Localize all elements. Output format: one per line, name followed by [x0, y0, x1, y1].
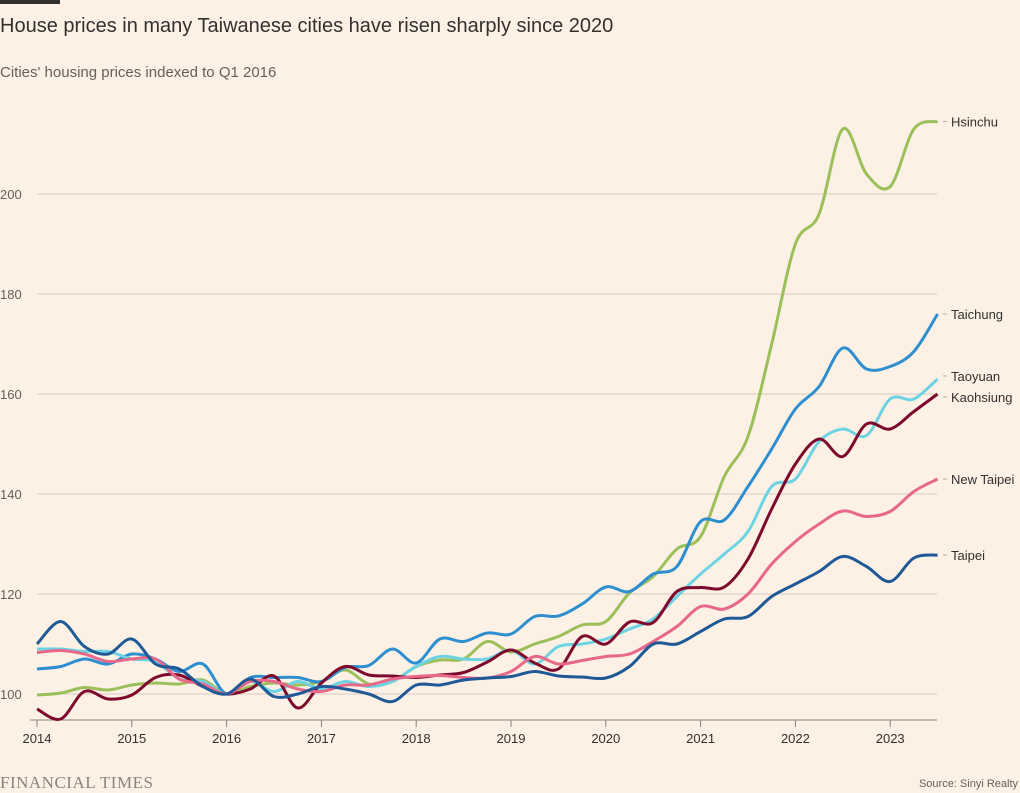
series-label: Kaohsiung: [951, 390, 1012, 405]
series-label: Taipei: [951, 548, 985, 563]
series-line-taipei: [35, 553, 938, 704]
y-tick-label: 140: [0, 487, 22, 502]
ft-top-bar: [0, 0, 60, 4]
source-note: Source: Sinyi Realty: [918, 778, 1018, 790]
series-line-taichung: [36, 313, 939, 696]
y-tick-label: 160: [0, 387, 22, 402]
chart-subtitle: Cities' housing prices indexed to Q1 201…: [0, 64, 277, 81]
series-label: Taoyuan: [951, 369, 1000, 384]
chart-title: House prices in many Taiwanese cities ha…: [0, 15, 614, 37]
x-tick-label: 2021: [686, 731, 715, 746]
series-label: Taichung: [951, 307, 1003, 322]
y-tick-label: 100: [0, 687, 22, 702]
x-tick-label: 2018: [402, 731, 431, 746]
y-tick-label: 120: [0, 587, 22, 602]
x-tick-label: 2015: [117, 731, 146, 746]
series-label: Hsinchu: [951, 115, 998, 130]
y-tick-label: 200: [0, 187, 22, 202]
x-tick-label: 2022: [781, 731, 810, 746]
x-tick-label: 2023: [876, 731, 905, 746]
x-tick-label: 2019: [497, 731, 526, 746]
ft-logo: FINANCIAL TIMES: [0, 773, 154, 792]
y-tick-label: 180: [0, 287, 22, 302]
series-label: New Taipei: [951, 472, 1014, 487]
x-tick-label: 2020: [591, 731, 620, 746]
x-tick-label: 2016: [212, 731, 241, 746]
x-tick-label: 2017: [307, 731, 336, 746]
series-line-kaohsiung: [36, 392, 939, 721]
x-tick-label: 2014: [23, 731, 52, 746]
series-line-hsinchu: [36, 120, 939, 697]
